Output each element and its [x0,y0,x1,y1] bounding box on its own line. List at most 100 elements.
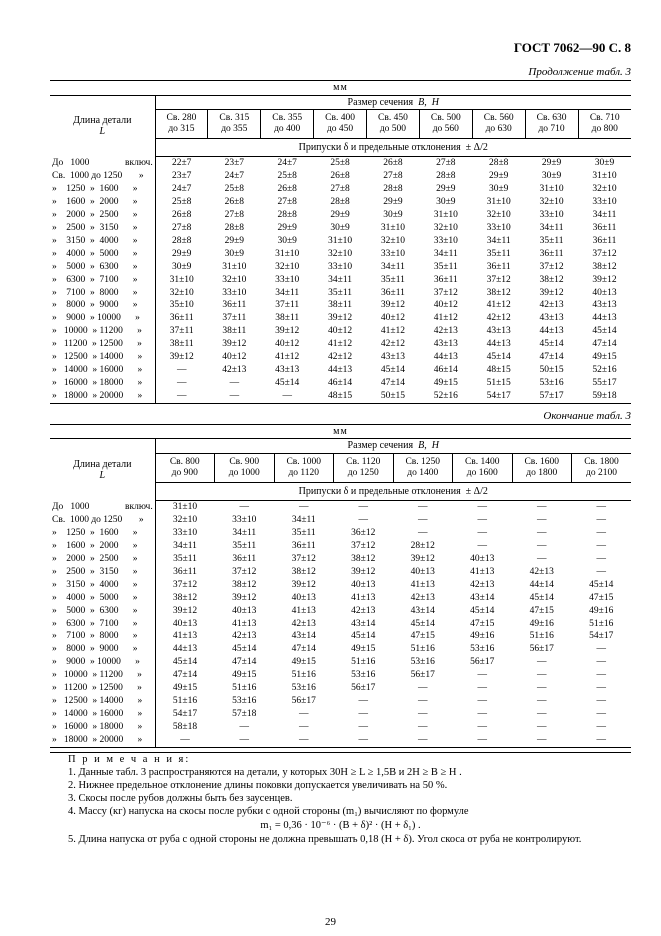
cell: — [512,527,572,540]
cell: 40±13 [393,566,453,579]
table-row: » 9000 » 10000 »36±1137±1138±1139±1240±1… [50,312,631,325]
cell: 26±8 [261,183,314,196]
cell: — [393,734,453,747]
cell: 27±8 [261,196,314,209]
table-row: » 16000 » 18000 »——45±1446±1447±1449±155… [50,377,631,390]
cell: — [512,656,572,669]
cell: 54±17 [572,630,632,643]
note-3: 3. Скосы после рубов должны быть без зау… [50,792,631,805]
cell: 29±9 [367,196,420,209]
cell: 39±12 [334,566,394,579]
col-head: Св. 710до 800 [578,110,631,139]
cell: 36±11 [274,540,334,553]
note-4: 4. Массу (кг) напуска на скосы после руб… [50,805,631,818]
cell: 27±8 [155,222,208,235]
cell: 30±9 [261,235,314,248]
cell: 29±9 [208,235,261,248]
cell: — [572,553,632,566]
row-label: » 18000 » 20000 » [50,734,155,747]
cell: 41±12 [367,325,420,338]
cell: — [572,540,632,553]
row-label: » 2000 » 2500 » [50,553,155,566]
cell: 36±11 [419,274,472,287]
length-head-2: Длина деталиL [50,439,155,501]
cell: 41±13 [155,630,215,643]
cell: 37±12 [578,248,631,261]
cell: — [512,721,572,734]
cell: 39±12 [155,605,215,618]
cell: 28±8 [314,196,367,209]
cell: 38±11 [314,299,367,312]
cell: 57±17 [525,390,578,403]
table-row: » 1600 » 2000 »34±1135±1136±1137±1228±12… [50,540,631,553]
cell: 31±10 [155,274,208,287]
cell: 42±13 [419,325,472,338]
cell: 41±12 [419,312,472,325]
note-1: 1. Данные табл. 3 распространяются на де… [50,766,631,779]
cell: 37±12 [215,566,275,579]
cell: 25±8 [155,196,208,209]
table2: мм Длина деталиL Размер сечения B, H Св.… [50,424,631,748]
cell: 27±8 [419,157,472,170]
cell: 55±17 [578,377,631,390]
cell: 27±8 [208,209,261,222]
cell: 47±15 [512,605,572,618]
row-label: » 7100 » 8000 » [50,287,155,300]
notes-title: П р и м е ч а н и я: [68,754,190,765]
table-row: » 10000 » 11200 »47±1449±1551±1653±1656±… [50,669,631,682]
cell: 44±14 [512,579,572,592]
table-row: До 1000 включ.31±10——————— [50,501,631,514]
cell: 28±8 [472,157,525,170]
cell: 32±10 [155,287,208,300]
cell: 53±16 [393,656,453,669]
cell: — [512,695,572,708]
section-head-2: Размер сечения B, H [155,439,631,454]
cell: 35±11 [419,261,472,274]
cell: 59±18 [578,390,631,403]
cell: 30±9 [208,248,261,261]
cell: 51±16 [155,695,215,708]
cell: 41±13 [393,579,453,592]
cell: — [572,734,632,747]
cell: 44±13 [525,325,578,338]
cell: 49±16 [572,605,632,618]
table-row: » 11200 » 12500 »49±1551±1653±1656±17———… [50,682,631,695]
cell: 38±12 [334,553,394,566]
cell: 37±11 [208,312,261,325]
cell: — [215,501,275,514]
cell: 28±12 [393,540,453,553]
cell: 29±9 [261,222,314,235]
row-label: » 2500 » 3150 » [50,566,155,579]
cell: 53±16 [334,669,394,682]
cell: 28±8 [367,183,420,196]
cell: 31±10 [578,170,631,183]
page: ГОСТ 7062—90 С. 8 Продолжение табл. 3 мм… [0,0,661,936]
row-label: » 6300 » 7100 » [50,274,155,287]
cell: 51±16 [512,630,572,643]
cell: 39±12 [215,592,275,605]
cell: 27±8 [367,170,420,183]
cell: 31±10 [419,209,472,222]
cell: 45±14 [261,377,314,390]
cell: 38±11 [155,338,208,351]
row-label: » 3150 » 4000 » [50,579,155,592]
cell: 37±12 [155,579,215,592]
row-label: » 5000 » 6300 » [50,261,155,274]
cell: 38±12 [525,274,578,287]
cell: 42±13 [274,618,334,631]
row-label: » 12500 » 14000 » [50,351,155,364]
note-2: 2. Нижнее предельное отклонение длины по… [50,779,631,792]
cell: — [334,721,394,734]
cell: 32±10 [472,209,525,222]
note-5: 5. Длина напуска от руба с одной стороны… [50,833,631,846]
table-row: » 12500 » 14000 »39±1240±1241±1242±1243±… [50,351,631,364]
cell: 28±8 [208,222,261,235]
cell: — [155,390,208,403]
cell: — [512,682,572,695]
cell: — [393,527,453,540]
cell: — [208,377,261,390]
cell: 37±11 [261,299,314,312]
cell: 42±13 [208,364,261,377]
cell: — [393,682,453,695]
cell: 32±10 [314,248,367,261]
